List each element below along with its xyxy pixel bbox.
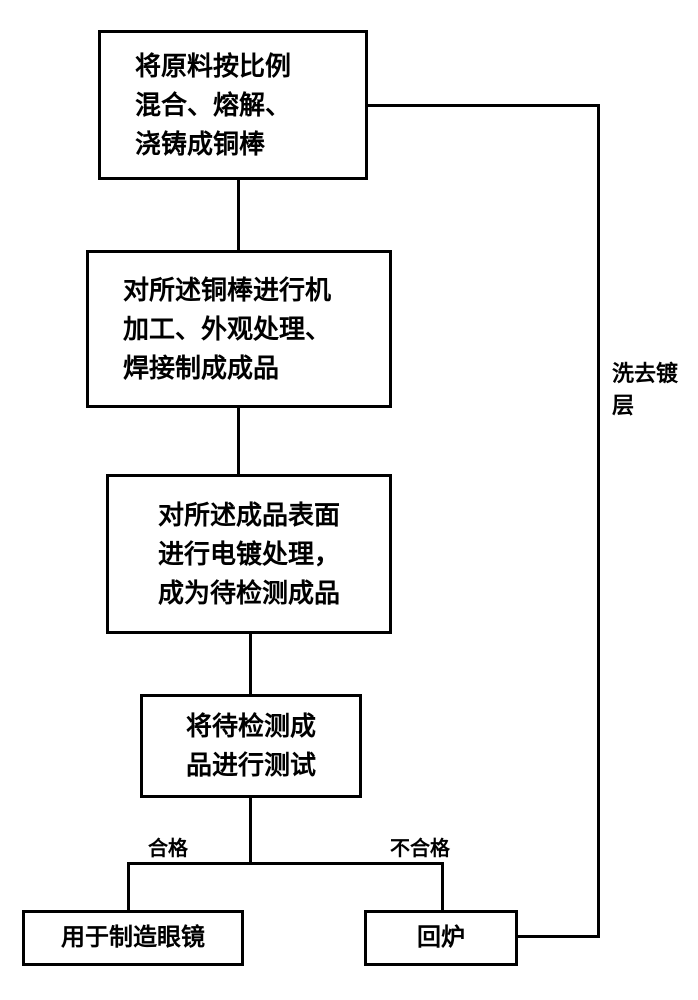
node-label: 回炉 — [417, 920, 465, 956]
node-label: 用于制造眼镜 — [61, 920, 205, 956]
node-electroplate: 对所述成品表面 进行电镀处理， 成为待检测成品 — [106, 474, 392, 634]
edge — [249, 634, 252, 694]
node-label: 对所述铜棒进行机 加工、外观处理、 焊接制成成品 — [123, 271, 331, 388]
node-label: 将原料按比例 混合、熔解、 浇铸成铜棒 — [135, 47, 291, 164]
node-remelt: 回炉 — [364, 910, 518, 966]
label-text: 洗去镀层 — [612, 361, 678, 418]
edge-label-wash-plating: 洗去镀层 — [612, 356, 698, 420]
node-machining-weld: 对所述铜棒进行机 加工、外观处理、 焊接制成成品 — [86, 250, 392, 408]
edge — [127, 862, 444, 865]
edge — [237, 408, 240, 474]
edge — [441, 862, 444, 910]
edge — [237, 180, 240, 250]
node-label: 对所述成品表面 进行电镀处理， 成为待检测成品 — [158, 496, 340, 613]
edge-feedback — [518, 935, 600, 938]
node-glasses: 用于制造眼镜 — [22, 910, 244, 966]
edge-feedback — [597, 104, 600, 938]
flowchart-canvas: 将原料按比例 混合、熔解、 浇铸成铜棒 对所述铜棒进行机 加工、外观处理、 焊接… — [0, 0, 698, 1000]
edge-feedback — [368, 104, 600, 107]
edge-label-pass: 合格 — [148, 832, 188, 861]
node-label: 将待检测成 品进行测试 — [186, 707, 316, 785]
edge-label-fail: 不合格 — [390, 832, 450, 861]
label-text: 不合格 — [390, 838, 450, 860]
edge — [127, 862, 130, 910]
edge — [249, 798, 252, 864]
label-text: 合格 — [148, 838, 188, 860]
node-test: 将待检测成 品进行测试 — [140, 694, 362, 798]
node-mix-melt-cast: 将原料按比例 混合、熔解、 浇铸成铜棒 — [98, 30, 368, 180]
